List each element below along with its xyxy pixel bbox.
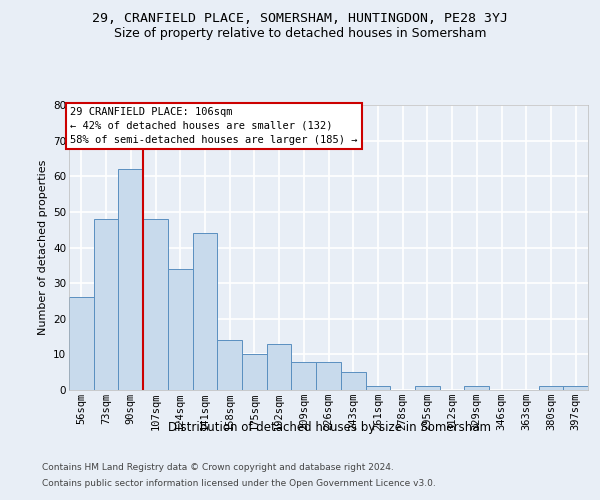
Text: Contains HM Land Registry data © Crown copyright and database right 2024.: Contains HM Land Registry data © Crown c… xyxy=(42,464,394,472)
Bar xyxy=(193,233,217,390)
Bar xyxy=(539,386,563,390)
Bar xyxy=(365,386,390,390)
Text: Size of property relative to detached houses in Somersham: Size of property relative to detached ho… xyxy=(114,28,486,40)
Bar xyxy=(563,386,588,390)
Bar xyxy=(464,386,489,390)
Bar xyxy=(143,219,168,390)
Text: Distribution of detached houses by size in Somersham: Distribution of detached houses by size … xyxy=(169,421,491,434)
Bar xyxy=(292,362,316,390)
Bar xyxy=(118,169,143,390)
Bar xyxy=(94,219,118,390)
Bar xyxy=(415,386,440,390)
Bar xyxy=(217,340,242,390)
Bar xyxy=(316,362,341,390)
Text: 29 CRANFIELD PLACE: 106sqm
← 42% of detached houses are smaller (132)
58% of sem: 29 CRANFIELD PLACE: 106sqm ← 42% of deta… xyxy=(70,107,358,145)
Y-axis label: Number of detached properties: Number of detached properties xyxy=(38,160,47,335)
Bar xyxy=(242,354,267,390)
Bar xyxy=(69,298,94,390)
Text: Contains public sector information licensed under the Open Government Licence v3: Contains public sector information licen… xyxy=(42,478,436,488)
Bar xyxy=(267,344,292,390)
Bar xyxy=(168,269,193,390)
Text: 29, CRANFIELD PLACE, SOMERSHAM, HUNTINGDON, PE28 3YJ: 29, CRANFIELD PLACE, SOMERSHAM, HUNTINGD… xyxy=(92,12,508,26)
Bar xyxy=(341,372,365,390)
